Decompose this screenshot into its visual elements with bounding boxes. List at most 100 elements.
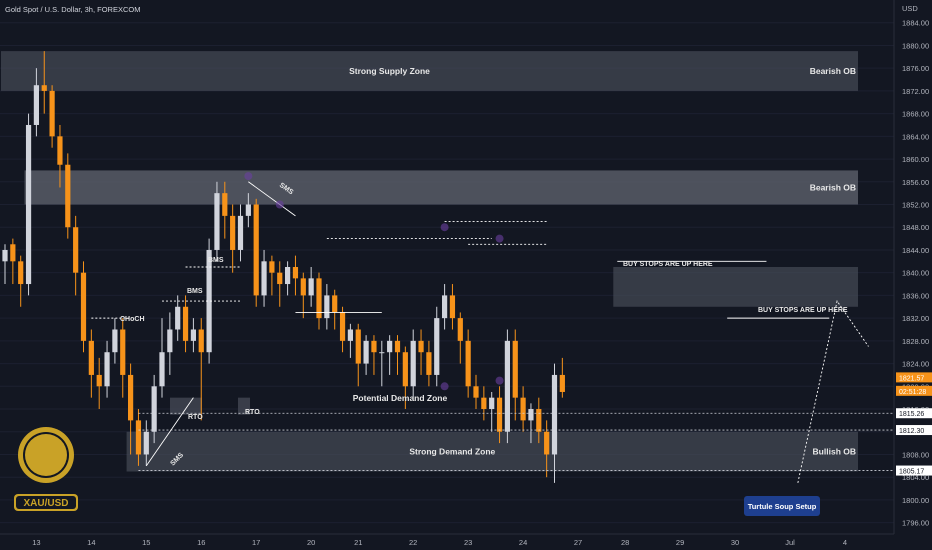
y-tick-label: 1840.00: [902, 269, 929, 278]
price-label: 1805.17: [899, 469, 924, 476]
candle-body: [65, 164, 71, 228]
sms-line-2: [248, 181, 296, 217]
y-tick-label: 1852.00: [902, 201, 929, 210]
candle-body: [175, 306, 181, 330]
candle-body: [387, 340, 393, 353]
y-tick-label: 1880.00: [902, 41, 929, 50]
rto-box: [170, 397, 202, 415]
x-tick-label: 17: [252, 538, 260, 547]
candle-body: [481, 397, 487, 410]
x-tick-label: Jul: [785, 538, 795, 547]
y-tick-label: 1884.00: [902, 19, 929, 28]
candle-body: [33, 85, 39, 125]
rto-label-1: RTO: [188, 414, 203, 421]
candle-body: [355, 329, 361, 364]
candle-body: [394, 340, 401, 353]
candle-body: [112, 329, 118, 353]
swing-point-marker: [275, 200, 284, 209]
candle-body: [536, 409, 542, 432]
price-label-bg: [896, 385, 932, 396]
candle-body: [442, 295, 448, 319]
zone-label: Strong Demand Zone: [409, 447, 495, 457]
candle-body: [410, 340, 416, 387]
price-axis[interactable]: 1796.001800.001804.001808.001812.001816.…: [902, 19, 929, 528]
price-label-bg: [896, 408, 932, 419]
x-tick-label: 23: [464, 538, 472, 547]
time-axis[interactable]: 13 14 15 16 17 20 21 22 23 24 27 28 29 30 Jul 4: [32, 538, 847, 547]
candles-layer: [2, 51, 565, 483]
candle-body: [80, 272, 87, 341]
candle-body: [128, 374, 134, 421]
y-tick-label: 1848.00: [902, 223, 929, 232]
candle-body: [504, 340, 510, 432]
swing-point-marker: [244, 172, 253, 181]
candle-body: [49, 90, 55, 137]
candle-body: [120, 329, 126, 375]
candle-body: [135, 420, 142, 455]
price-labels: 1821.57 02:51:28 1815.26 1812.30 1805.17: [896, 372, 932, 476]
x-tick-label: 20: [307, 538, 315, 547]
candle-body: [2, 249, 8, 262]
potential-demand-zone-label: Potential Demand Zone: [353, 393, 448, 403]
zones-layer: Strong Supply Zone Bearish OB Bearish OB St…: [1, 51, 859, 472]
x-tick-label: 22: [409, 538, 417, 547]
candle-body: [18, 261, 24, 285]
candle-body: [206, 249, 212, 353]
rto-box: [238, 397, 250, 415]
bms-label-2: BMS: [208, 257, 224, 264]
candle-body: [520, 397, 526, 421]
logo-text: XAU/USD: [23, 498, 68, 509]
candle-body: [277, 272, 283, 285]
candle-body: [88, 340, 94, 375]
candle-body: [512, 340, 518, 398]
candle-body: [300, 278, 306, 296]
candle-body: [230, 215, 236, 250]
price-label: 1815.26: [899, 411, 924, 418]
turtle-soup-callout[interactable]: Turtule Soup Setup: [744, 496, 820, 516]
candle-body: [496, 397, 503, 432]
zone-box: [24, 170, 859, 205]
candle-body: [339, 312, 346, 341]
swing-point-marker: [440, 382, 449, 391]
y-tick-label: 1856.00: [902, 178, 929, 187]
candle-body: [285, 267, 291, 285]
x-tick-label: 28: [621, 538, 629, 547]
candle-body: [465, 340, 471, 387]
rto-label-2: RTO: [245, 409, 260, 416]
x-tick-label: 13: [32, 538, 40, 547]
candle-body: [402, 352, 408, 387]
x-tick-label: 4: [843, 538, 847, 547]
x-tick-label: 16: [197, 538, 205, 547]
candle-body: [559, 374, 565, 392]
x-tick-label: 14: [87, 538, 95, 547]
candle-body: [363, 340, 369, 364]
zone-right-label: Bullish OB: [813, 447, 856, 457]
price-label-bg: [896, 372, 932, 383]
candle-body: [434, 318, 440, 375]
y-tick-label: 1824.00: [902, 360, 929, 369]
y-tick-label: 1860.00: [902, 155, 929, 164]
candle-body: [222, 193, 228, 216]
y-tick-label: 1832.00: [902, 314, 929, 323]
candle-body: [10, 244, 16, 262]
y-tick-label: 1800.00: [902, 496, 929, 505]
turtle-soup-label: Turtule Soup Setup: [748, 502, 817, 511]
y-tick-label: 1804.00: [902, 473, 929, 482]
zone-label: Strong Supply Zone: [349, 66, 430, 76]
zone-box: [126, 431, 859, 472]
y-tick-label: 1864.00: [902, 132, 929, 141]
y-tick-label: 1844.00: [902, 246, 929, 255]
buy-stops-label-1: BUY STOPS ARE UP HERE: [623, 261, 713, 268]
projection-path: [797, 299, 869, 483]
candle-body: [551, 374, 558, 455]
xau-usd-logo: XAU/USD: [14, 427, 78, 511]
swing-point-marker: [440, 223, 449, 232]
candle-body: [198, 329, 204, 353]
x-tick-label: 24: [519, 538, 527, 547]
y-tick-label: 1872.00: [902, 87, 929, 96]
candle-body: [418, 340, 424, 353]
x-tick-label: 15: [142, 538, 150, 547]
swing-point-marker: [495, 376, 504, 385]
candle-body: [261, 261, 267, 296]
